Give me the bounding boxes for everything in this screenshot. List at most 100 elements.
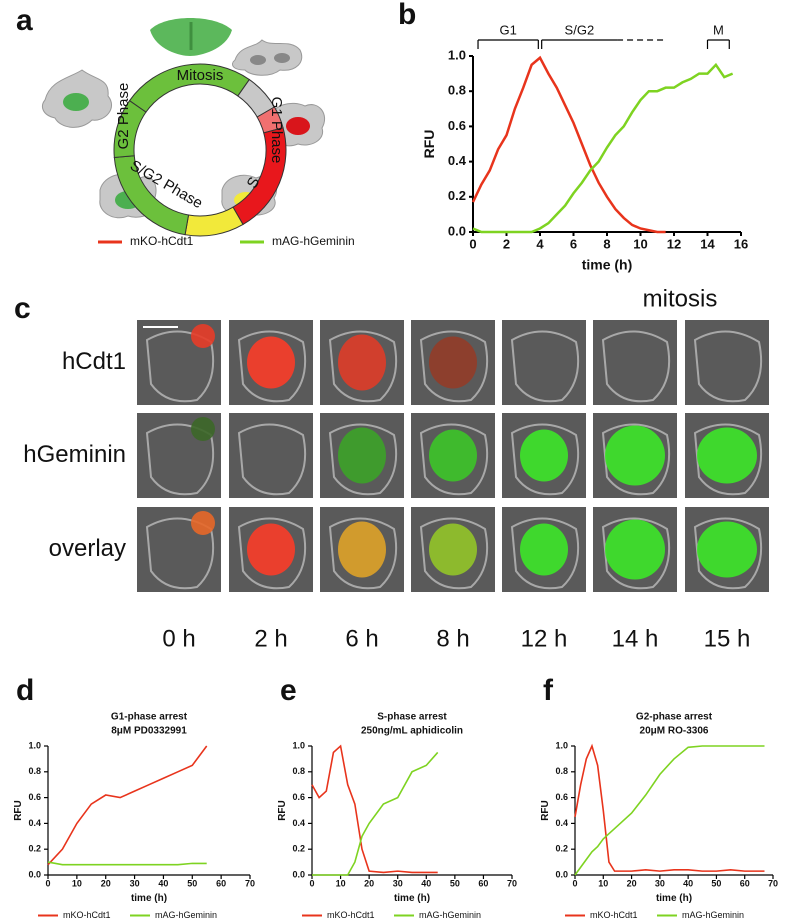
x-tick-label: 20	[627, 878, 637, 888]
cell-outline	[419, 517, 489, 590]
x-axis-label: time (h)	[131, 893, 167, 904]
y-tick-label: 0.4	[555, 818, 568, 828]
x-axis-label: time (h)	[582, 257, 633, 273]
x-tick-label: 10	[336, 878, 346, 888]
panel-label: e	[280, 674, 297, 707]
x-tick-label: 12	[667, 236, 681, 251]
y-axis-label: RFU	[421, 130, 437, 159]
x-tick-label: 0	[469, 236, 476, 251]
nucleus	[520, 429, 568, 482]
time-label: 8 h	[436, 625, 469, 652]
y-tick-label: 0.8	[448, 83, 466, 98]
y-tick-label: 0.2	[448, 188, 466, 203]
x-tick-label: 30	[130, 878, 140, 888]
y-tick-label: 0.0	[555, 869, 568, 879]
series-line	[471, 55, 666, 234]
nucleus	[338, 334, 386, 391]
x-tick-label: 40	[421, 878, 431, 888]
time-label: 0 h	[162, 625, 195, 652]
y-tick-label: 0.2	[555, 844, 568, 854]
legend-label: mAG-hGeminin	[419, 910, 481, 920]
y-tick-label: 0.6	[555, 792, 568, 802]
cell-outline	[237, 330, 307, 403]
chart-subtitle: 20μM RO-3306	[640, 726, 709, 737]
x-tick-label: 60	[740, 878, 750, 888]
legend-label: mAG-hGeminin	[272, 234, 355, 248]
y-axis-label: RFU	[13, 800, 24, 821]
nucleus	[605, 425, 665, 486]
cell-outline	[510, 423, 580, 496]
y-tick-label: 0.2	[292, 844, 305, 854]
phase-label: G2 Phase	[115, 83, 132, 150]
series-line	[47, 861, 207, 866]
y-tick-label: 1.0	[448, 47, 466, 62]
cell-outline	[510, 517, 580, 590]
time-label: 14 h	[612, 625, 659, 652]
legend-label: mKO-hCdt1	[327, 910, 375, 920]
x-tick-label: 50	[711, 878, 721, 888]
y-tick-label: 0.4	[28, 818, 41, 828]
y-tick-label: 0.6	[28, 792, 41, 802]
y-tick-label: 0.0	[292, 869, 305, 879]
time-label: 2 h	[254, 625, 287, 652]
x-tick-label: 70	[507, 878, 517, 888]
chart-title: S-phase arrest	[377, 712, 447, 723]
x-tick-label: 8	[603, 236, 610, 251]
x-tick-label: 20	[101, 878, 111, 888]
y-tick-label: 0.6	[292, 792, 305, 802]
phase-label: Mitosis	[177, 67, 224, 84]
y-tick-label: 0.8	[28, 766, 41, 776]
time-label: 12 h	[521, 625, 568, 652]
panel-label: a	[16, 4, 33, 37]
legend-label: mKO-hCdt1	[590, 910, 638, 920]
y-tick-label: 1.0	[292, 740, 305, 750]
y-tick-label: 0.4	[448, 153, 467, 168]
phase-label: M	[713, 22, 724, 37]
y-tick-label: 1.0	[28, 740, 41, 750]
panel-label: b	[398, 0, 416, 31]
x-axis-label: time (h)	[394, 893, 430, 904]
nucleus	[697, 427, 757, 484]
y-tick-label: 1.0	[555, 740, 568, 750]
y-tick-label: 0.0	[448, 223, 466, 238]
cell-outline	[145, 517, 215, 590]
y-tick-label: 0.4	[292, 818, 305, 828]
nucleus	[247, 523, 295, 576]
panel-label: f	[543, 674, 554, 707]
x-tick-label: 4	[536, 236, 544, 251]
x-tick-label: 16	[734, 236, 748, 251]
x-tick-label: 10	[633, 236, 647, 251]
cell-outline	[419, 330, 489, 403]
cell-outline	[693, 517, 763, 590]
cell-outline	[145, 330, 215, 403]
series-line	[574, 745, 765, 876]
cell-outline	[601, 517, 671, 590]
cell-outline	[328, 517, 398, 590]
x-tick-label: 20	[364, 878, 374, 888]
chart-title: G1-phase arrest	[111, 712, 188, 723]
x-tick-label: 30	[393, 878, 403, 888]
nucleus	[605, 519, 665, 580]
legend-label: mAG-hGeminin	[682, 910, 744, 920]
nucleus	[338, 427, 386, 484]
ring-segment	[184, 206, 244, 237]
row-label: hGeminin	[23, 441, 126, 468]
cell-outline	[237, 517, 307, 590]
cell-outline	[145, 423, 215, 496]
cell-outline	[601, 423, 671, 496]
time-label: 6 h	[345, 625, 378, 652]
x-tick-label: 0	[572, 878, 577, 888]
nucleus	[429, 429, 477, 482]
legend-label: mKO-hCdt1	[63, 910, 111, 920]
cell-outline	[601, 330, 671, 403]
nucleus	[429, 336, 477, 389]
cell-outline	[419, 423, 489, 496]
phase-label: G1 Phase	[268, 97, 285, 164]
legend-label: mAG-hGeminin	[155, 910, 217, 920]
x-tick-label: 30	[655, 878, 665, 888]
y-tick-label: 0.0	[28, 869, 41, 879]
x-tick-label: 40	[683, 878, 693, 888]
cell-outline	[693, 423, 763, 496]
cell-outline	[693, 330, 763, 403]
